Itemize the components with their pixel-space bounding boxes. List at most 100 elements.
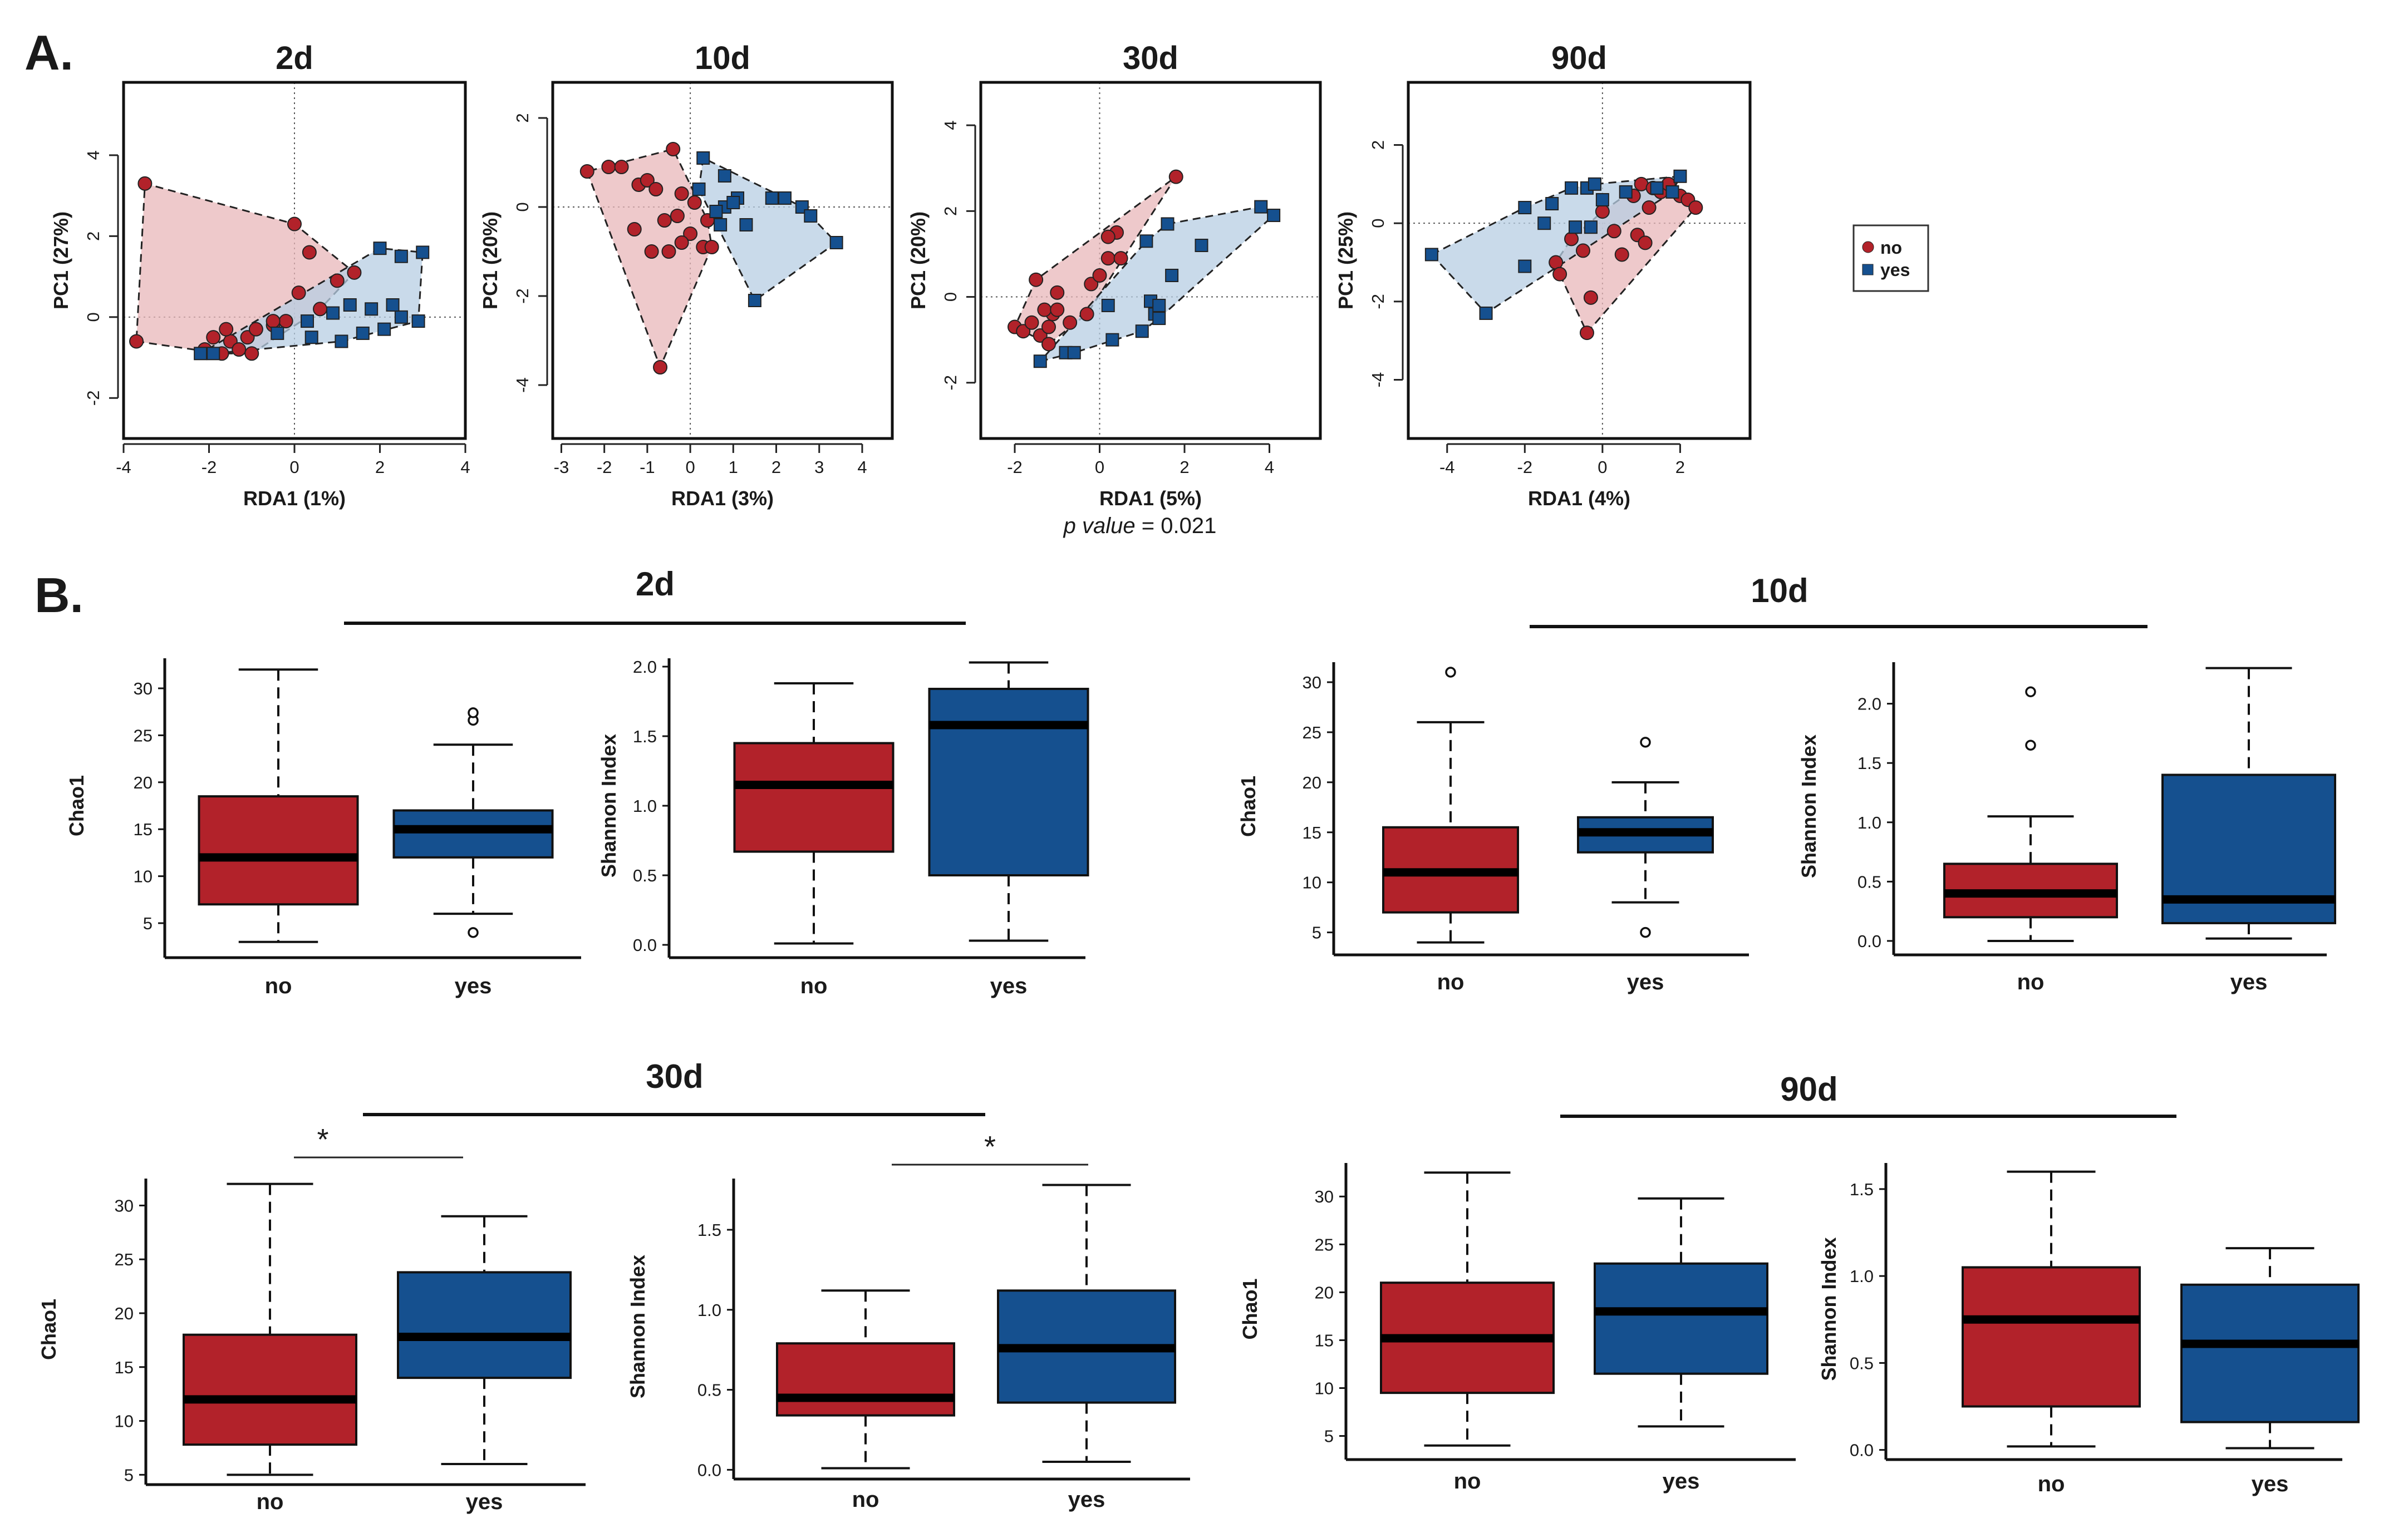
point-yes <box>1195 239 1208 253</box>
point-no <box>129 334 144 349</box>
y-tick-label: 0.5 <box>633 866 657 885</box>
y-tick-label: 0.0 <box>697 1460 721 1480</box>
point-no <box>579 164 594 179</box>
point-yes <box>1565 181 1579 195</box>
x-tick-label: 2 <box>375 457 385 477</box>
point-yes <box>416 245 430 259</box>
y-tick-label: 15 <box>134 820 153 839</box>
box-iqr <box>776 1342 955 1417</box>
rda-panel-2d: 2d -4 -2 0 2 4 -2 0 2 4 RDA1 (1%) PC1 (27%) <box>50 40 470 510</box>
y-tick-label: -2 <box>513 288 532 304</box>
category-label-yes: yes <box>2230 970 2268 994</box>
boxplot-30d-chao1: 5 10 15 20 25 30 Chao1 no yes * <box>37 1123 586 1514</box>
x-tick-label: 0 <box>1095 457 1104 477</box>
point-yes <box>1518 201 1532 215</box>
y-tick-label: 15 <box>1303 823 1321 842</box>
boxplot-10d-shannon: 0.0 0.5 1.0 1.5 2.0 Shannon Index no yes <box>1797 662 2336 994</box>
x-tick-label: -2 <box>597 457 612 477</box>
point-yes <box>1588 177 1601 191</box>
y-tick-label: -4 <box>513 377 532 393</box>
point-no <box>1033 328 1048 343</box>
point-no <box>232 342 247 357</box>
point-yes <box>1584 220 1598 234</box>
y-tick-label: 30 <box>1315 1187 1334 1206</box>
y-tick-label: 10 <box>115 1412 134 1431</box>
point-no <box>644 244 659 259</box>
category-label-yes: yes <box>455 974 492 998</box>
point-yes <box>1101 298 1115 312</box>
x-axis-title: RDA1 (5%) <box>1099 487 1202 510</box>
point-yes <box>356 326 370 340</box>
point-no <box>206 330 221 345</box>
y-tick-label: 1.5 <box>633 727 657 746</box>
point-yes <box>343 298 357 312</box>
category-label-yes: yes <box>466 1490 503 1514</box>
y-tick-label: 4 <box>941 120 960 130</box>
point-no <box>1100 229 1115 244</box>
panel-title: 90d <box>1551 40 1607 76</box>
y-tick-label: 0.0 <box>1850 1441 1874 1460</box>
outlier-point <box>2025 740 2036 751</box>
x-tick-label: 2 <box>771 457 781 477</box>
box-yes <box>392 707 554 938</box>
point-no <box>1638 235 1653 250</box>
point-yes <box>739 218 753 231</box>
point-no <box>687 195 702 210</box>
category-label-yes: yes <box>2252 1472 2289 1496</box>
point-no <box>1575 243 1590 258</box>
point-no <box>1050 285 1065 300</box>
box-yes <box>1577 737 1714 938</box>
point-yes <box>271 326 284 340</box>
y-tick-label: 0.5 <box>697 1381 721 1400</box>
category-label-no: no <box>265 974 292 998</box>
y-tick-label: 2.0 <box>1857 694 1881 714</box>
x-tick-label: 4 <box>1265 457 1274 477</box>
y-axis-title: PC1 (25%) <box>1334 211 1357 309</box>
plot-frame <box>551 81 894 440</box>
point-no <box>657 213 672 228</box>
panel-title: 30d <box>1123 40 1178 76</box>
point-yes <box>1673 169 1687 183</box>
y-tick-label: 10 <box>1303 873 1321 893</box>
x-tick-label: 0 <box>289 457 299 477</box>
point-yes <box>709 205 723 218</box>
legend-no-marker <box>1862 241 1874 253</box>
point-yes <box>692 183 706 196</box>
point-yes <box>411 314 425 328</box>
outlier-point <box>1640 926 1651 938</box>
point-no <box>1579 326 1594 341</box>
point-no <box>347 265 362 280</box>
y-tick-label: 5 <box>124 1465 134 1485</box>
point-no <box>1029 272 1044 287</box>
point-no <box>661 244 676 259</box>
significance-star: * <box>984 1130 996 1164</box>
x-axis-title: RDA1 (1%) <box>243 487 346 510</box>
point-yes <box>1537 216 1551 230</box>
point-yes <box>386 298 400 312</box>
p-value-label: p value <box>1063 514 1136 538</box>
hull-yes <box>1038 206 1275 363</box>
legend-box <box>1852 224 1929 292</box>
point-no <box>614 160 629 174</box>
point-no <box>244 346 259 361</box>
box-yes <box>928 661 1089 942</box>
category-label-no: no <box>1437 970 1465 994</box>
legend: no yes <box>1852 224 1929 292</box>
boxplot-2d-shannon: 0.0 0.5 1.0 1.5 2.0 Shannon Index no yes <box>597 657 1089 998</box>
point-no <box>674 235 689 250</box>
box-no <box>776 1289 955 1470</box>
y-tick-label: 10 <box>1315 1379 1334 1398</box>
y-axis-title: PC1 (20%) <box>907 211 930 309</box>
point-no <box>653 360 668 374</box>
point-yes <box>1479 306 1493 320</box>
x-tick-label: 2 <box>1675 457 1685 477</box>
box-iqr <box>183 1333 357 1446</box>
plot-frame <box>122 81 467 440</box>
point-yes <box>1650 181 1664 195</box>
y-axis-title: PC1 (20%) <box>479 211 502 309</box>
point-yes <box>778 191 792 205</box>
group-title-2d: 2d <box>636 565 675 603</box>
point-no <box>640 173 655 188</box>
category-label-yes: yes <box>1627 970 1664 994</box>
x-axis-title: RDA1 (3%) <box>671 487 774 510</box>
